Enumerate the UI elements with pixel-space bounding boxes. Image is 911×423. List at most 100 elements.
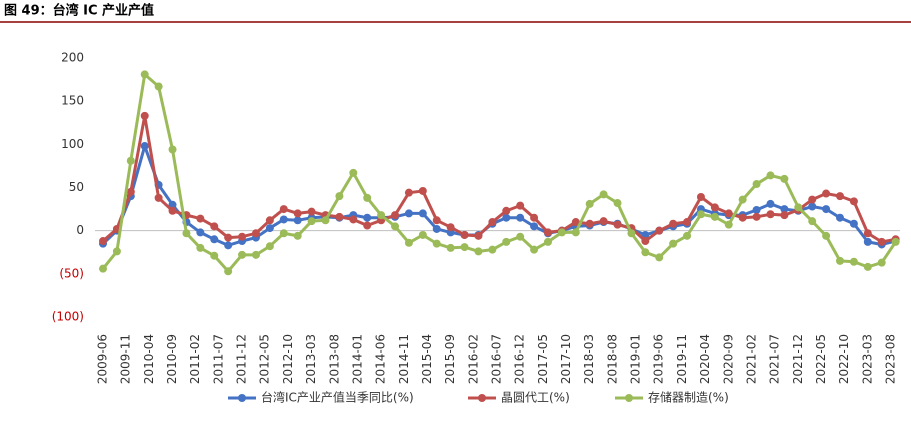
point-marker [599,217,608,226]
series-line [101,72,897,273]
point-marker [585,199,594,208]
point-marker [516,232,525,241]
x-tick-label: 2019-11 [675,334,689,384]
point-marker [766,171,775,180]
x-tick-label: 2009-06 [96,334,110,384]
point-marker [112,247,121,256]
point-marker [99,264,107,273]
point-marker [460,230,469,239]
point-marker [738,195,747,204]
point-marker [140,111,149,120]
x-tick-label: 2016-12 [513,334,527,384]
point-marker [307,207,316,216]
point-marker [822,205,831,214]
x-tick-label: 2021-07 [768,334,782,384]
x-tick-label: 2011-07 [211,334,225,384]
point-marker [655,226,664,235]
point-marker [210,251,219,260]
x-tick-label: 2012-10 [281,334,295,384]
point-marker [641,237,650,246]
point-marker [168,200,177,209]
y-tick-label: 50 [69,180,84,194]
point-marker [126,187,135,196]
point-marker [599,190,608,199]
point-marker [349,215,358,224]
point-marker [377,211,386,220]
point-marker [251,229,260,238]
point-marker [432,216,441,225]
point-marker [210,222,219,231]
x-tick-label: 2009-11 [119,334,133,384]
point-marker [794,203,803,212]
point-marker [752,180,761,189]
point-marker [446,223,455,232]
legend-label: 存储器制造(%) [648,390,729,405]
point-marker [780,174,789,183]
point-marker [822,189,831,198]
point-marker [849,219,858,228]
x-tick-label: 2014-01 [350,334,364,384]
x-tick-label: 2018-03 [582,334,596,384]
x-tick-label: 2020-04 [698,334,712,384]
point-marker [766,199,775,208]
point-marker [863,262,872,271]
x-tick-label: 2016-02 [466,334,480,384]
point-marker [460,243,469,252]
x-tick-label: 2016-07 [490,334,504,384]
point-marker [752,212,761,221]
point-marker [279,205,288,214]
y-tick-label: 100 [61,137,84,151]
point-marker [766,210,775,219]
point-marker [836,256,845,265]
point-marker [502,206,511,215]
point-marker [363,193,372,202]
point-marker [863,237,872,246]
point-marker [724,209,733,218]
point-marker [669,239,678,248]
x-tick-label: 2012-05 [258,334,272,384]
point-marker [404,238,413,247]
point-marker [543,237,552,246]
x-tick-label: 2011-12 [235,334,249,384]
point-marker [279,229,288,238]
point-marker [446,243,455,252]
y-tick-label: 150 [61,94,84,108]
point-marker [738,213,747,222]
point-marker [182,229,191,238]
point-marker [140,142,149,151]
point-marker [877,258,886,267]
x-tick-label: 2023-08 [884,334,898,384]
point-marker [265,216,274,225]
point-marker [752,205,761,214]
point-marker [571,228,580,237]
x-tick-label: 2011-02 [188,334,202,384]
point-marker [210,235,219,244]
point-marker [293,231,302,240]
point-marker [530,213,539,222]
point-marker [710,203,719,212]
x-tick-label: 2015-09 [443,334,457,384]
point-marker [696,210,705,219]
point-marker [627,229,636,238]
x-tick-label: 2022-10 [837,334,851,384]
point-marker [710,212,719,221]
x-tick-label: 2021-02 [744,334,758,384]
point-marker [683,231,692,240]
point-marker [140,70,149,79]
point-marker [543,228,552,237]
point-marker [279,215,288,224]
point-marker [780,205,789,214]
x-tick-label: 2021-12 [791,334,805,384]
point-marker [391,211,400,220]
point-marker [224,267,233,276]
x-tick-label: 2018-08 [605,334,619,384]
point-marker [613,220,622,229]
x-tick-label: 2015-04 [420,334,434,384]
point-marker [808,217,817,226]
point-marker [641,230,650,239]
point-marker [585,219,594,228]
point-marker [488,218,497,227]
x-tick-label: 2010-09 [165,334,179,384]
point-marker [265,224,274,233]
